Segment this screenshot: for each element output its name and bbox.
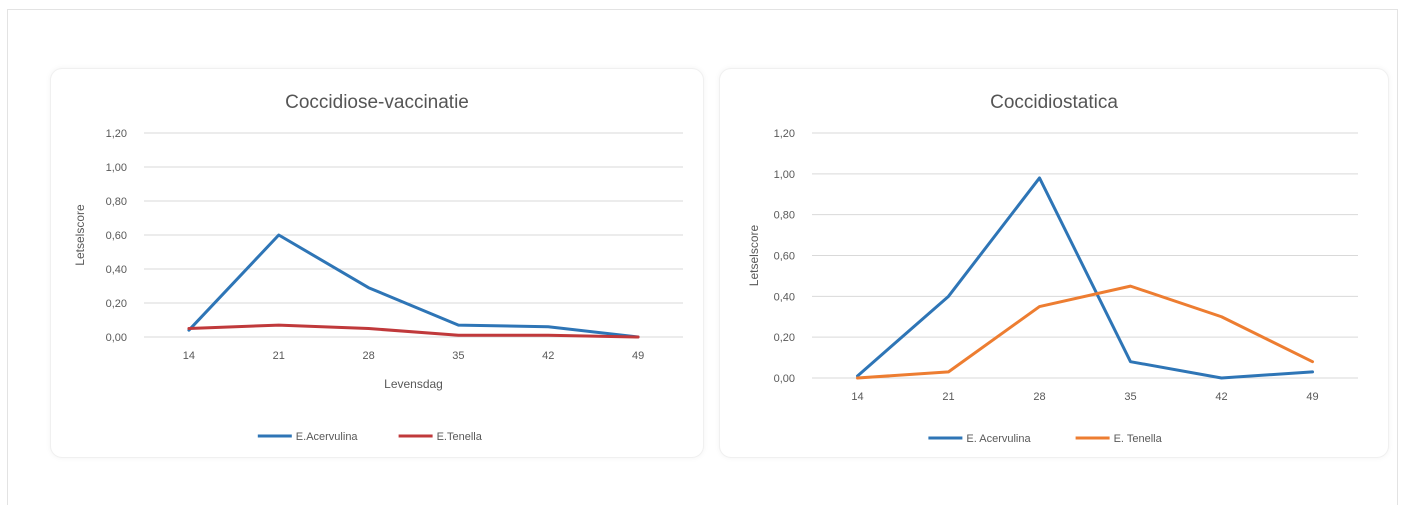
x-tick-label: 14 (183, 350, 195, 362)
x-tick-label: 14 (851, 391, 863, 403)
chart-title: Coccidiose-vaccinatie (285, 92, 469, 113)
y-tick-label: 0,60 (774, 251, 795, 263)
x-tick-label: 21 (273, 350, 285, 362)
legend-label: E.Acervulina (296, 431, 359, 443)
series-line-0 (187, 233, 640, 339)
y-tick-label: 1,00 (106, 162, 127, 174)
y-axis-title: Letselscore (73, 204, 87, 266)
y-tick-label: 0,40 (106, 264, 127, 276)
y-tick-label: 0,20 (106, 298, 127, 310)
legend-label: E.Tenella (437, 431, 483, 443)
line-chart-vaccinatie: Coccidiose-vaccinatie 0,00 0,20 0,40 0,60 0,8… (73, 92, 683, 443)
chart-title: Coccidiostatica (990, 92, 1118, 113)
x-tick-label: 28 (1033, 391, 1045, 403)
x-tick-label: 42 (1215, 391, 1227, 403)
y-axis-title: Letselscore (747, 224, 761, 286)
x-tick-label: 21 (942, 391, 954, 403)
y-tick-label: 0,40 (774, 291, 795, 303)
series-line-0 (856, 176, 1314, 380)
x-tick-label: 49 (1306, 391, 1318, 403)
y-tick-label: 0,20 (774, 332, 795, 344)
x-tick-label: 49 (632, 350, 644, 362)
y-tick-label: 0,80 (774, 210, 795, 222)
y-tick-label: 0,00 (774, 373, 795, 385)
y-tick-label: 0,60 (106, 230, 127, 242)
x-axis-title: Levensdag (384, 377, 443, 391)
line-chart-coccidiostatica: Coccidiostatica 0,00 0,20 0,40 0,60 0,80 1,00 1… (747, 92, 1358, 445)
series-line-1 (856, 284, 1314, 380)
x-tick-label: 35 (452, 350, 464, 362)
x-tick-label: 28 (362, 350, 374, 362)
y-tick-label: 1,20 (774, 128, 795, 140)
x-tick-label: 35 (1124, 391, 1136, 403)
series-line-1 (187, 323, 640, 339)
y-tick-label: 1,00 (774, 169, 795, 181)
legend-label: E. Acervulina (966, 433, 1031, 445)
y-tick-label: 1,20 (106, 128, 127, 140)
chart-panel-coccidiostatica: Coccidiostatica 0,00 0,20 0,40 0,60 0,80 1,00 1… (719, 68, 1389, 458)
legend-label: E. Tenella (1114, 433, 1163, 445)
x-tick-label: 42 (542, 350, 554, 362)
y-tick-label: 0,00 (106, 332, 127, 344)
chart-panel-vaccinatie: Coccidiose-vaccinatie 0,00 0,20 0,40 0,60 0,8… (50, 68, 704, 458)
y-tick-label: 0,80 (106, 196, 127, 208)
